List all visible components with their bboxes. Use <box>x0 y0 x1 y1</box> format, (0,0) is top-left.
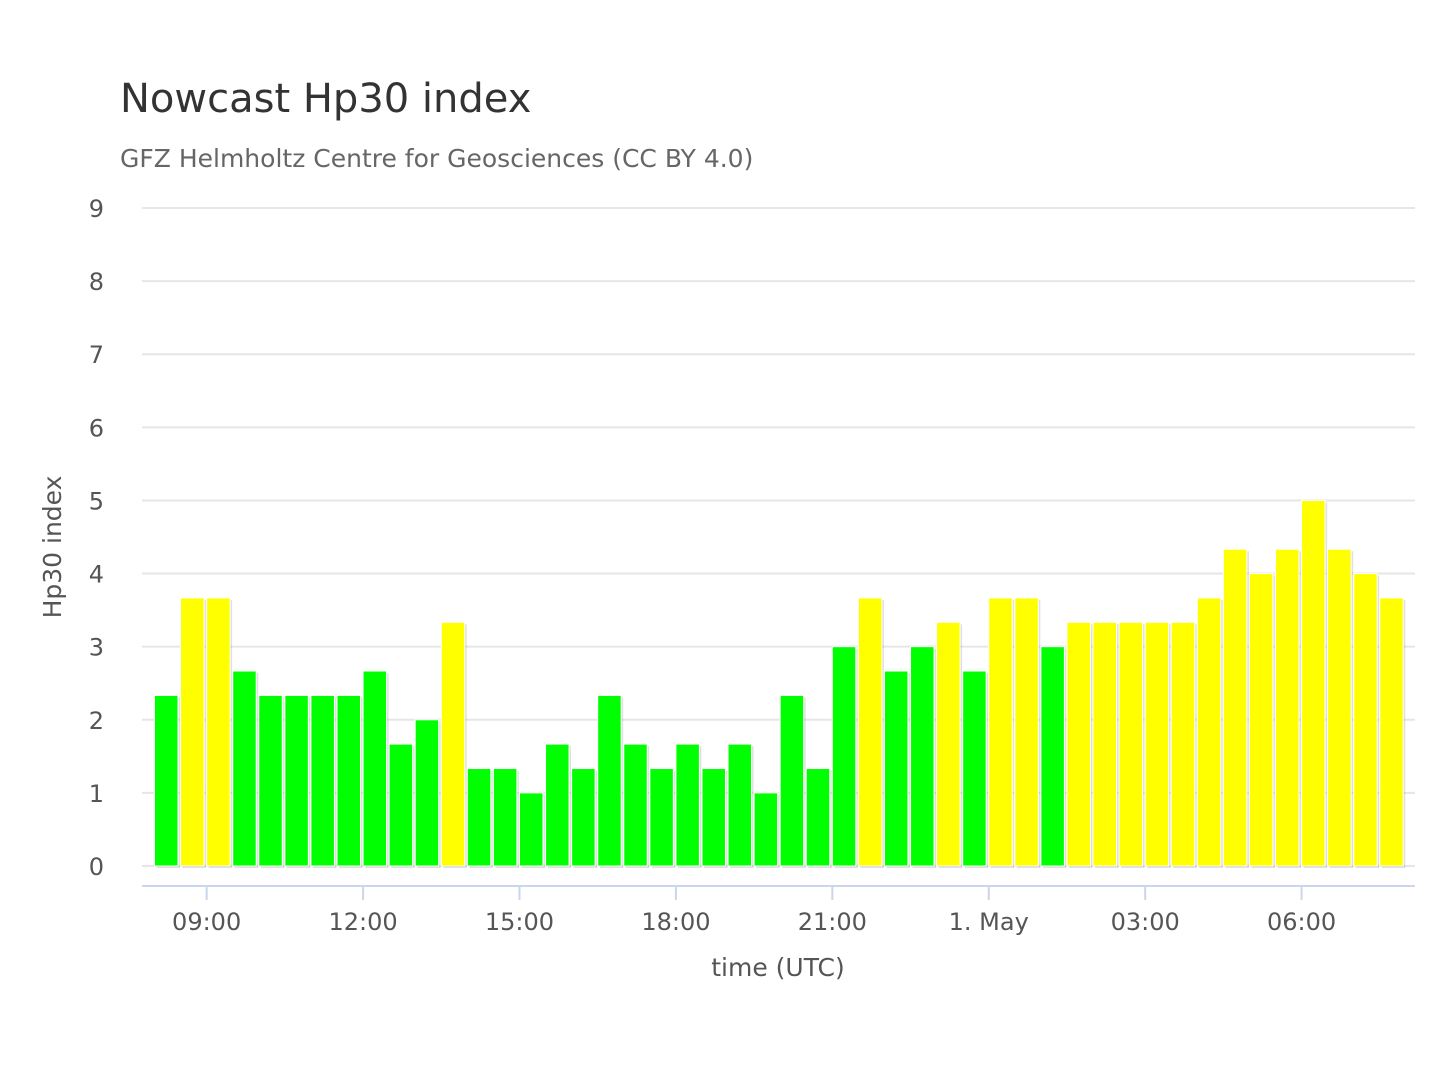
y-tick-label: 0 <box>89 853 104 881</box>
y-tick-label: 9 <box>89 195 104 223</box>
bar <box>362 670 388 867</box>
bar <box>1170 621 1196 867</box>
y-tick-label: 6 <box>89 414 104 442</box>
bar <box>232 670 257 867</box>
x-tick-label: 1. May <box>949 908 1029 936</box>
bar <box>414 719 440 867</box>
bar <box>753 792 779 867</box>
bar <box>883 670 909 867</box>
x-tick-label: 18:00 <box>641 908 710 936</box>
bar <box>310 694 335 867</box>
bar <box>910 646 935 867</box>
bar <box>623 743 648 867</box>
chart-subtitle: GFZ Helmholtz Centre for Geosciences (CC… <box>120 144 754 173</box>
y-tick-label: 1 <box>89 780 104 808</box>
y-axis-ticks: 0 1 2 3 4 5 6 7 8 9 <box>89 195 104 881</box>
bar <box>962 670 987 867</box>
bar <box>1196 597 1222 867</box>
bar <box>206 597 231 867</box>
bar <box>1222 548 1248 867</box>
bar <box>1014 597 1039 867</box>
x-tick-label: 21:00 <box>798 908 867 936</box>
bar <box>1301 499 1326 867</box>
y-tick-label: 2 <box>89 707 104 735</box>
chart-title: Nowcast Hp30 index <box>120 76 532 122</box>
bars <box>154 499 1406 868</box>
bar <box>936 621 961 867</box>
bar <box>1092 621 1118 867</box>
bar <box>805 768 831 867</box>
bar <box>727 743 753 867</box>
bar <box>701 768 726 867</box>
bar <box>1379 597 1404 867</box>
bar <box>831 646 857 867</box>
x-tick-label: 06:00 <box>1267 908 1336 936</box>
bar <box>1118 621 1144 867</box>
bar <box>1275 548 1300 867</box>
bar <box>336 694 361 867</box>
bar <box>779 694 805 867</box>
bar <box>518 792 544 867</box>
bar <box>1040 646 1065 867</box>
bar <box>388 743 414 867</box>
x-tick-label: 09:00 <box>172 908 241 936</box>
x-axis: 09:00 12:00 15:00 18:00 21:00 1. May 03:00 06:0… <box>142 885 1415 936</box>
x-tick-label: 03:00 <box>1111 908 1180 936</box>
bar <box>649 768 674 867</box>
bar <box>1248 573 1274 867</box>
x-tick-label: 15:00 <box>485 908 554 936</box>
bar <box>675 743 700 867</box>
y-tick-label: 3 <box>89 634 104 662</box>
x-axis-title: time (UTC) <box>711 953 845 982</box>
bar <box>258 694 283 867</box>
bar <box>180 597 205 867</box>
y-axis-title: Hp30 index <box>38 476 67 619</box>
bar <box>492 768 518 867</box>
bar <box>440 621 466 867</box>
bar <box>284 694 309 867</box>
x-tick-label: 12:00 <box>328 908 397 936</box>
y-tick-label: 7 <box>89 341 104 369</box>
bar <box>1327 548 1352 867</box>
bar <box>1353 573 1378 867</box>
bar <box>466 768 492 867</box>
bar <box>1066 621 1091 867</box>
bar <box>154 694 179 867</box>
bar <box>597 694 622 867</box>
bar <box>988 597 1013 867</box>
y-tick-label: 5 <box>89 487 104 515</box>
bar <box>545 743 570 867</box>
y-tick-label: 4 <box>89 561 104 589</box>
bar <box>857 597 883 867</box>
bar <box>1144 621 1170 867</box>
y-tick-label: 8 <box>89 268 104 296</box>
bar <box>571 768 596 867</box>
